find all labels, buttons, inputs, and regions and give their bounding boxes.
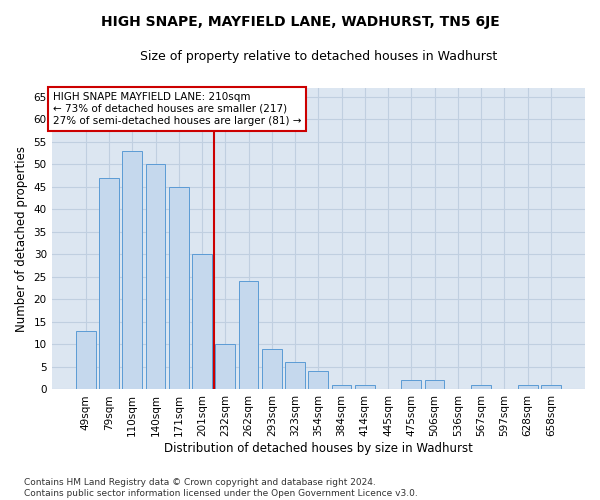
Text: HIGH SNAPE MAYFIELD LANE: 210sqm
← 73% of detached houses are smaller (217)
27% : HIGH SNAPE MAYFIELD LANE: 210sqm ← 73% o…	[53, 92, 301, 126]
Title: Size of property relative to detached houses in Wadhurst: Size of property relative to detached ho…	[140, 50, 497, 63]
Bar	[146, 164, 166, 390]
Bar	[169, 187, 188, 390]
Bar	[308, 372, 328, 390]
Text: Contains HM Land Registry data © Crown copyright and database right 2024.
Contai: Contains HM Land Registry data © Crown c…	[24, 478, 418, 498]
Bar	[425, 380, 445, 390]
Bar	[401, 380, 421, 390]
Bar	[332, 385, 352, 390]
Bar	[285, 362, 305, 390]
Bar	[471, 385, 491, 390]
Bar	[76, 331, 95, 390]
Bar	[122, 151, 142, 390]
Bar	[541, 385, 561, 390]
Bar	[215, 344, 235, 390]
Bar	[355, 385, 375, 390]
Bar	[99, 178, 119, 390]
X-axis label: Distribution of detached houses by size in Wadhurst: Distribution of detached houses by size …	[164, 442, 473, 455]
Text: HIGH SNAPE, MAYFIELD LANE, WADHURST, TN5 6JE: HIGH SNAPE, MAYFIELD LANE, WADHURST, TN5…	[101, 15, 499, 29]
Bar	[239, 282, 259, 390]
Y-axis label: Number of detached properties: Number of detached properties	[15, 146, 28, 332]
Bar	[192, 254, 212, 390]
Bar	[262, 349, 282, 390]
Bar	[518, 385, 538, 390]
